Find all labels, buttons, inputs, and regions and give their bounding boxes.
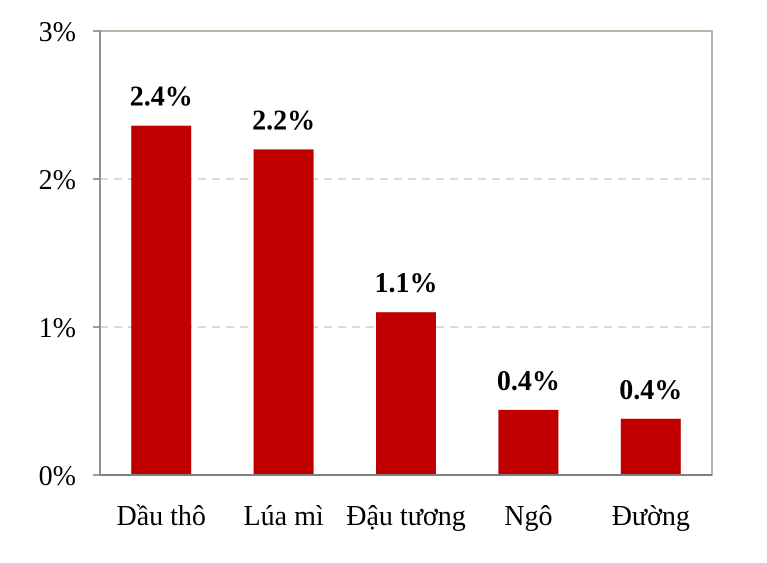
y-tick-label: 1%	[39, 313, 76, 344]
y-tick-label: 0%	[39, 461, 76, 492]
x-category-label: Đường	[612, 501, 690, 532]
data-label: 0.4%	[497, 366, 560, 397]
bar	[131, 125, 192, 475]
bar	[620, 418, 681, 475]
bar	[253, 149, 314, 475]
y-tick-label: 3%	[39, 17, 76, 48]
data-label: 0.4%	[619, 375, 682, 406]
y-tick-label: 2%	[39, 165, 76, 196]
x-category-label: Lúa mì	[244, 501, 324, 532]
data-label: 2.4%	[130, 82, 193, 113]
x-category-label: Dầu thô	[116, 501, 205, 532]
data-label: 1.1%	[375, 268, 438, 299]
x-category-label: Ngô	[504, 501, 552, 532]
bar	[376, 312, 436, 475]
bar	[498, 409, 559, 475]
x-category-label: Đậu tương	[346, 501, 465, 532]
data-label: 2.2%	[252, 105, 315, 136]
